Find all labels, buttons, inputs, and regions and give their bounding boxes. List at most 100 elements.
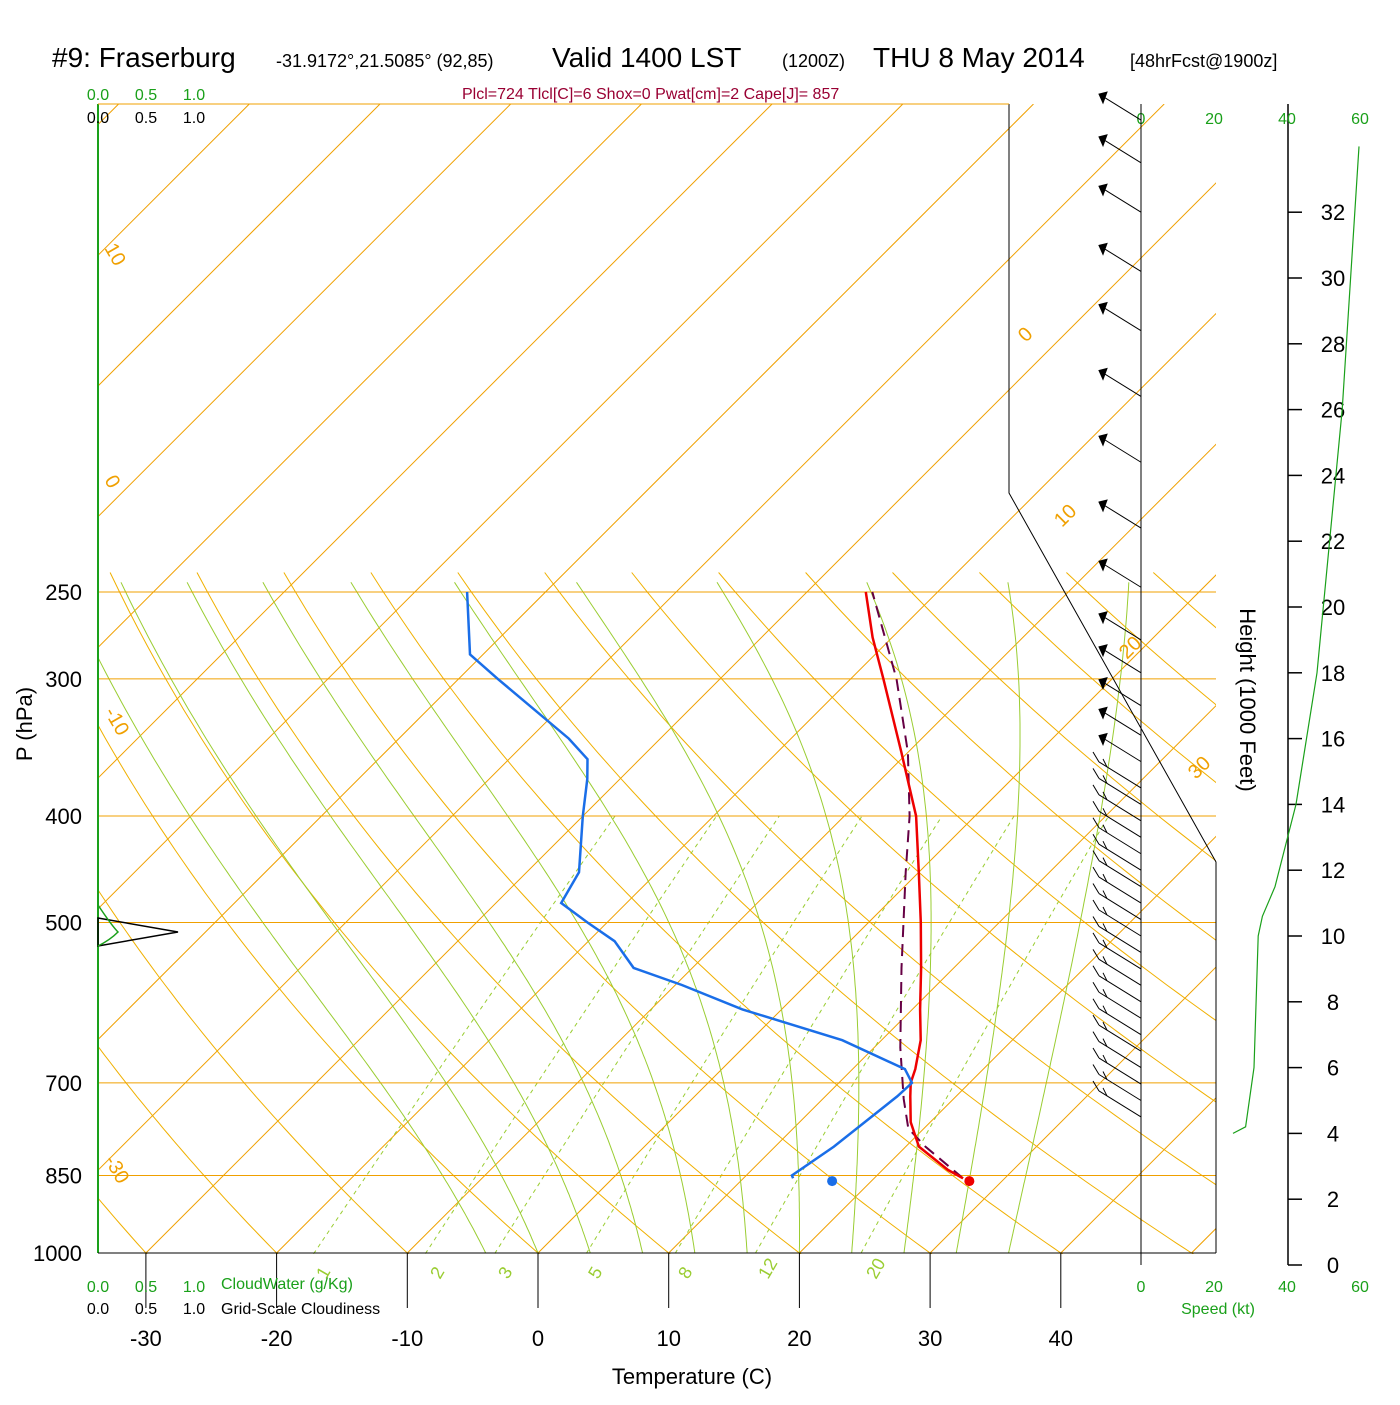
speed-top-tick: 60 [1351,111,1369,128]
mixing-ratio-label: 5 [584,1263,606,1282]
dry-adiabat-line [806,573,1400,1277]
pressure-tick-label: 1000 [33,1241,82,1266]
cloudwater-top-tick: 0.0 [87,87,109,104]
height-tick-label: 32 [1321,200,1345,225]
cloudiness-top-tick: 1.0 [183,110,205,127]
dry-adiabat-line [23,573,565,1277]
x-tick-label: -20 [261,1326,293,1351]
pressure-tick-label: 850 [45,1164,82,1189]
wind-barb [1099,92,1141,120]
isotherm-label: 30 [1184,752,1215,783]
wind-barb [1093,949,1141,985]
dry-adiabat-line [719,573,1400,1277]
cloudiness-top-tick: 0.5 [135,110,157,127]
temperature-profile [866,592,963,1178]
parcel-profile [872,592,963,1178]
dry-adiabat-line [1153,573,1400,1277]
cloudiness-label: Grid-Scale Cloudiness [221,1301,380,1318]
cloudiness-bottom-tick: 0.0 [87,1301,109,1318]
zulu-time: (1200Z) [782,51,845,71]
height-axis-title: Height (1000 Feet) [1235,608,1260,791]
wind-barb [1093,867,1141,903]
cloudiness-top-tick: 0.0 [87,110,109,127]
isotherm-label: 0 [100,472,125,493]
wind-barb [1099,434,1141,462]
height-tick-label: 12 [1321,858,1345,883]
dry-adiabat-line [632,573,1400,1277]
wind-panel: 0246810121416182022242628303200202040406… [1093,92,1369,1296]
mixing-ratio-line [486,816,779,1267]
wind-barb [1099,707,1141,735]
wind-barb [1099,612,1141,640]
isotherm-label: -30 [100,1152,134,1188]
mixing-ratio-label: 20 [862,1255,889,1282]
cloudwater-bottom-tick: 0.0 [87,1279,109,1296]
height-tick-label: 4 [1327,1121,1339,1146]
wind-barb [1099,559,1141,587]
height-tick-label: 10 [1321,924,1345,949]
profiles [467,592,974,1186]
station-title: #9: Fraserburg [52,42,236,73]
x-tick-label: 20 [787,1326,811,1351]
isotherm-label: 20 [1115,632,1146,663]
x-tick-label: -10 [391,1326,423,1351]
height-tick-label: 16 [1321,727,1345,752]
wind-barb [1099,303,1141,331]
cloudwater-label: CloudWater (g/Kg) [221,1276,353,1293]
speed-axis-title: Speed (kt) [1181,1301,1255,1318]
cloudiness-bottom-tick: 1.0 [183,1301,205,1318]
dewpoint-profile [467,592,912,1178]
wind-barb [1093,933,1141,969]
height-tick-label: 6 [1327,1056,1339,1081]
moist-adiabat-line [187,582,590,1253]
height-tick-label: 14 [1321,792,1345,817]
dry-adiabat-line [1066,573,1400,1277]
x-tick-label: 10 [656,1326,680,1351]
wind-barb [1093,768,1141,804]
background-grid [0,104,1400,1276]
moist-adiabat-line [956,582,1020,1253]
x-axis-title: Temperature (C) [612,1364,772,1389]
mixing-ratio-label: 3 [494,1263,516,1282]
moist-adiabat-line [577,582,800,1253]
forecast-date: THU 8 May 2014 [873,42,1085,73]
isotherm-line [1192,104,1400,1253]
isotherm-label: 10 [100,240,130,270]
speed-bottom-tick: 0 [1137,1279,1146,1296]
surface-temp-dot [964,1176,974,1186]
pressure-tick-label: 400 [45,804,82,829]
x-tick-label: 30 [918,1326,942,1351]
forecast-hours: [48hrFcst@1900z] [1130,51,1277,71]
wind-barb [1099,734,1141,762]
dry-adiabat-line [284,573,963,1277]
mixing-ratio-line [578,816,862,1267]
height-tick-label: 0 [1327,1253,1339,1278]
moist-adiabat-line [455,582,748,1253]
cloudwater-bottom-tick: 1.0 [183,1279,205,1296]
mixing-ratio-label: 12 [754,1255,781,1282]
pressure-tick-label: 700 [45,1071,82,1096]
height-tick-label: 28 [1321,332,1345,357]
wind-barb [1099,500,1141,528]
x-tick-label: -30 [130,1326,162,1351]
wind-barb [1093,818,1141,854]
cloudwater-spike [98,905,118,946]
wind-barb [1099,368,1141,396]
height-tick-label: 30 [1321,266,1345,291]
mixing-ratio-label: 2 [426,1263,448,1282]
speed-bottom-tick: 40 [1278,1279,1296,1296]
height-tick-label: 2 [1327,1187,1339,1212]
stability-params: Plcl=724 Tlcl[C]=6 Shox=0 Pwat[cm]=2 Cap… [462,86,839,103]
moist-adiabat-line [62,582,485,1253]
wind-barb [1093,982,1141,1018]
wind-barb [1093,801,1141,837]
isotherm-label: 10 [1050,500,1081,531]
pressure-tick-label: 300 [45,667,82,692]
pressure-tick-label: 500 [45,910,82,935]
wind-barb [1093,851,1141,887]
height-tick-label: 22 [1321,529,1345,554]
wind-barb [1093,1081,1141,1117]
isotherm-label: 0 [1014,323,1037,346]
